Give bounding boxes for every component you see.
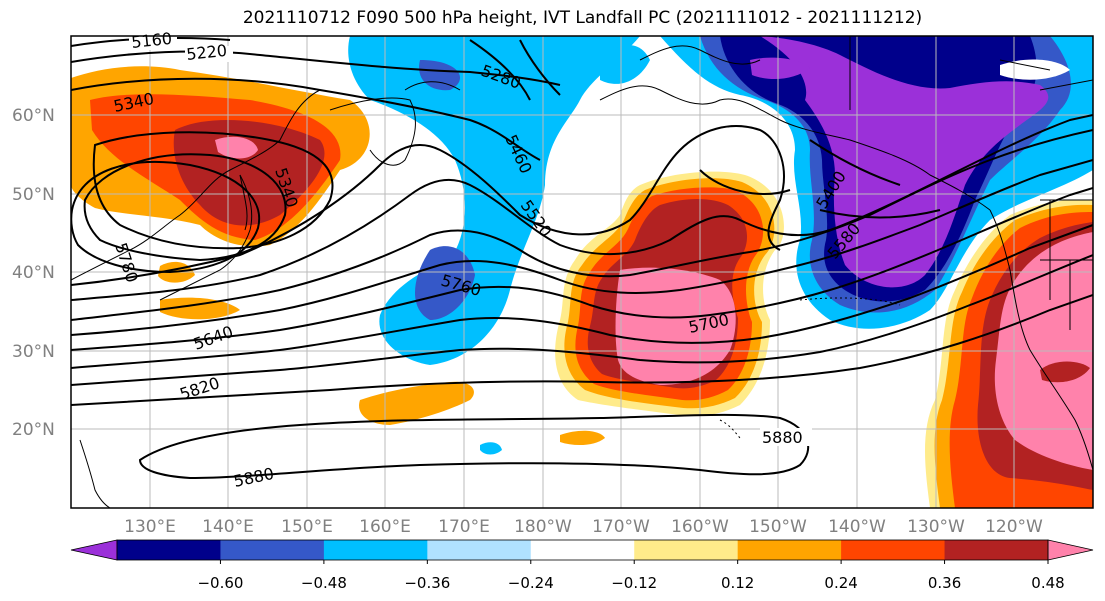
colorbar-cell (841, 540, 946, 560)
colorbar-cell (634, 540, 739, 560)
lon-label: 150°E (281, 517, 333, 537)
colorbar-tick-label: −0.12 (611, 574, 657, 592)
contour-label: 5160 (130, 29, 172, 52)
lat-label: 30°N (12, 342, 55, 362)
colorbar-tick-label: −0.60 (197, 574, 243, 592)
colorbar-cell (737, 540, 842, 560)
map-frame (70, 35, 1094, 509)
colorbar-extend-left (70, 539, 118, 561)
colorbar-cell (323, 540, 428, 560)
lon-label: 150°W (749, 517, 807, 537)
colorbar-tick-label: −0.24 (508, 574, 554, 592)
lon-label: 130°W (907, 517, 965, 537)
lon-label: 130°E (124, 517, 176, 537)
ivt-shading (71, 36, 1093, 508)
lon-label: 180°W (514, 517, 572, 537)
colorbar-cell (220, 540, 325, 560)
ivt-positive-region-nw-max (173, 119, 325, 226)
colorbar-tick-label: 0.36 (928, 574, 961, 592)
ivt-negative-core-alaska (760, 36, 1049, 288)
lon-label: 160°W (671, 517, 729, 537)
coastlines (71, 36, 1093, 508)
colorbar-cell (427, 540, 532, 560)
latitude-labels: 20°N 30°N 40°N 50°N 60°N (12, 106, 55, 440)
lon-label: 140°E (202, 517, 254, 537)
height-contours (71, 37, 1093, 480)
colorbar-cell (944, 540, 1049, 560)
lon-label: 170°E (438, 517, 490, 537)
lat-label: 60°N (12, 106, 55, 126)
colorbar-tick-label: 0.48 (1031, 574, 1064, 592)
colorbar-tick-label: −0.36 (404, 574, 450, 592)
lon-label: 160°E (359, 517, 411, 537)
longitude-labels: 130°E 140°E 150°E 160°E 170°E 180°W 170°… (124, 517, 1043, 537)
lon-label: 170°W (592, 517, 650, 537)
lat-label: 50°N (12, 185, 55, 205)
colorbar-extend-right (1047, 539, 1094, 561)
colorbar: −0.60 −0.48 −0.36 −0.24 −0.12 0.12 0.24 0.36 0.4… (70, 539, 1094, 592)
lat-label: 40°N (12, 263, 55, 283)
contour-label: 5880 (762, 428, 803, 447)
colorbar-cell (117, 540, 221, 560)
colorbar-cell (530, 540, 635, 560)
ivt-positive-core-central (615, 267, 736, 385)
contour-label: 5220 (185, 41, 227, 64)
lon-label: 140°W (828, 517, 886, 537)
colorbar-tick-label: −0.48 (301, 574, 347, 592)
lat-label: 20°N (12, 420, 55, 440)
colorbar-tick-label: 0.24 (824, 574, 857, 592)
colorbar-tick-label: 0.12 (721, 574, 754, 592)
lon-label: 120°W (985, 517, 1043, 537)
figure-title: 2021110712 F090 500 hPa height, IVT Land… (242, 8, 923, 28)
